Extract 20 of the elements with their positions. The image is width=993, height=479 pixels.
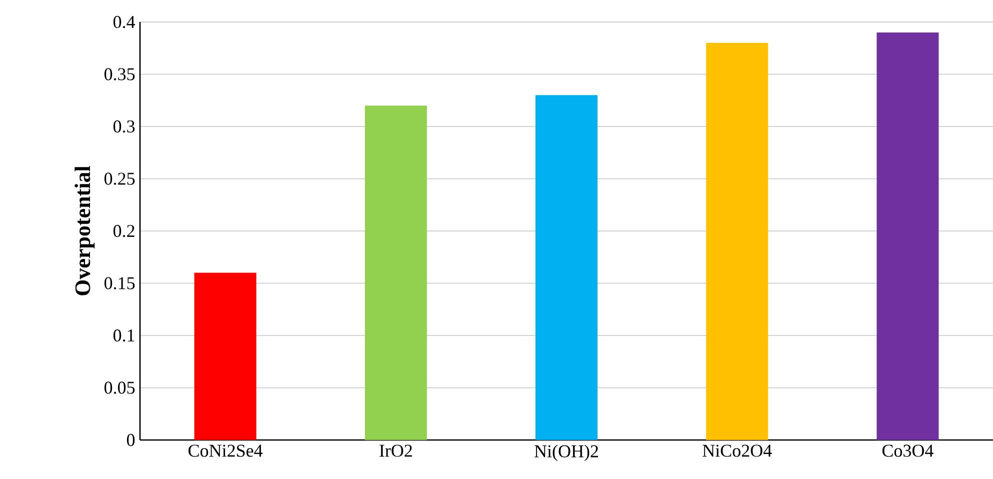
bar (706, 42, 768, 440)
y-tick-label: 0.2 (113, 224, 134, 238)
x-tick-label: Co3O4 (882, 444, 934, 457)
y-tick-label: 0.4 (113, 16, 136, 28)
y-tick-label: 0 (126, 434, 135, 446)
y-tick-label: 0.35 (104, 68, 135, 80)
x-tick-label: CoNi2Se4 (188, 444, 263, 457)
y-tick-label: 0.1 (113, 329, 134, 342)
x-tick-label: IrO2 (380, 444, 412, 457)
x-tick-label: NiCo2O4 (702, 444, 772, 457)
y-tick-label: 0.25 (104, 172, 135, 185)
bar (194, 272, 256, 440)
bar (876, 32, 939, 440)
y-tick-label: 0.15 (104, 277, 135, 290)
y-tick-label: 0.05 (104, 382, 135, 394)
y-tick-label: 0.3 (113, 120, 135, 133)
x-tick-label: Ni(OH)2 (534, 444, 598, 462)
bar (364, 106, 427, 440)
y-axis-title: Overpotential (74, 166, 95, 296)
bar (536, 95, 598, 440)
